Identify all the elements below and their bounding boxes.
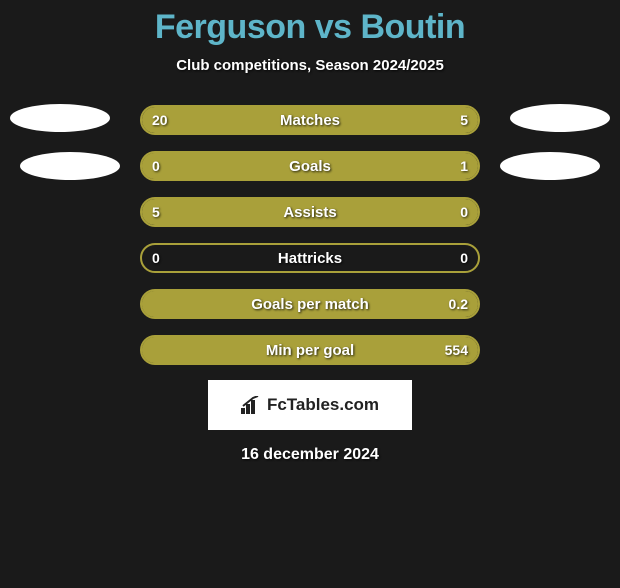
stat-row-mpg: Min per goal 554 [0, 334, 620, 366]
bar-assists: 5 Assists 0 [140, 197, 480, 227]
label-goals: Goals [289, 158, 331, 175]
val-right-hattricks: 0 [460, 250, 468, 266]
label-mpg: Min per goal [266, 342, 354, 359]
stat-row-matches: 20 Matches 5 [0, 104, 620, 136]
label-assists: Assists [283, 204, 336, 221]
footer-brand-text: FcTables.com [267, 395, 379, 415]
val-left-assists: 5 [152, 204, 160, 220]
comparison-chart: 20 Matches 5 0 Goals 1 5 Assists 0 0 Hat… [0, 104, 620, 366]
stat-row-assists: 5 Assists 0 [0, 196, 620, 228]
stat-row-gpm: Goals per match 0.2 [0, 288, 620, 320]
page-title: Ferguson vs Boutin [0, 8, 620, 47]
val-left-goals: 0 [152, 158, 160, 174]
bar-gpm: Goals per match 0.2 [140, 289, 480, 319]
bar-hattricks: 0 Hattricks 0 [140, 243, 480, 273]
footer-brand-box: FcTables.com [208, 380, 412, 430]
val-left-hattricks: 0 [152, 250, 160, 266]
val-right-goals: 1 [460, 158, 468, 174]
val-right-mpg: 554 [445, 342, 468, 358]
bar-left-matches [142, 107, 411, 133]
val-left-matches: 20 [152, 112, 168, 128]
bar-mpg: Min per goal 554 [140, 335, 480, 365]
val-right-assists: 0 [460, 204, 468, 220]
chart-icon [241, 396, 263, 414]
bar-goals: 0 Goals 1 [140, 151, 480, 181]
bar-matches: 20 Matches 5 [140, 105, 480, 135]
stat-row-hattricks: 0 Hattricks 0 [0, 242, 620, 274]
val-right-matches: 5 [460, 112, 468, 128]
label-hattricks: Hattricks [278, 250, 342, 267]
label-matches: Matches [280, 112, 340, 129]
subtitle: Club competitions, Season 2024/2025 [0, 57, 620, 74]
val-right-gpm: 0.2 [449, 296, 468, 312]
date-label: 16 december 2024 [0, 446, 620, 464]
label-gpm: Goals per match [251, 296, 369, 313]
stat-row-goals: 0 Goals 1 [0, 150, 620, 182]
